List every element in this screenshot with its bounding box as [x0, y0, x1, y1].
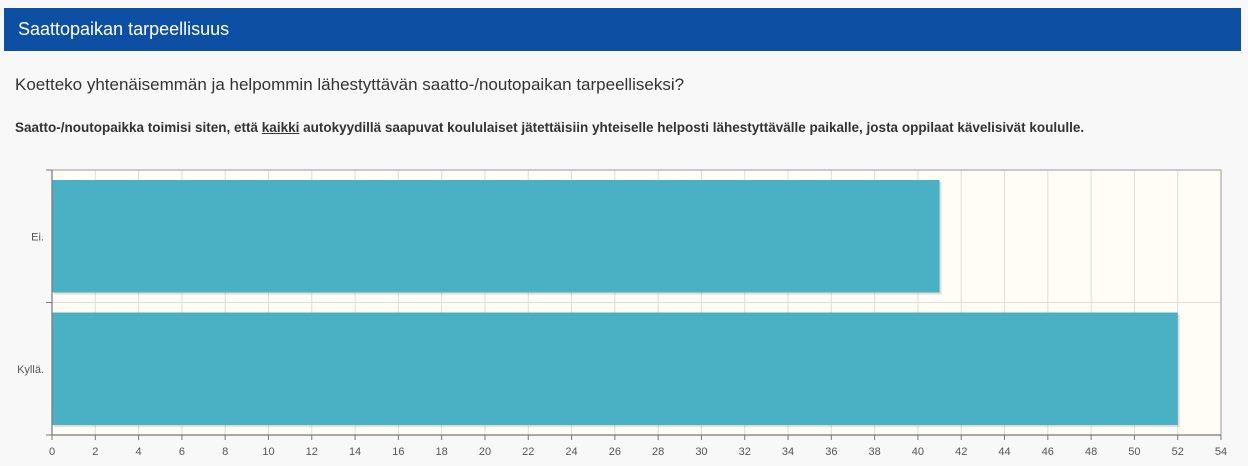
x-tick-label: 36	[825, 446, 837, 458]
x-tick-label: 28	[652, 446, 664, 458]
question-description: Saatto-/noutopaikka toimisi siten, että …	[15, 120, 1084, 135]
x-tick-label: 22	[522, 446, 534, 458]
category-label: Kyllä.	[17, 364, 44, 376]
section-title: Saattopaikan tarpeellisuus	[18, 19, 230, 39]
x-tick-label: 14	[349, 446, 361, 458]
category-label: Ei.	[31, 231, 44, 243]
x-tick-label: 8	[222, 446, 228, 458]
x-tick-label: 54	[1215, 446, 1227, 458]
x-tick-label: 50	[1128, 446, 1140, 458]
x-tick-label: 40	[912, 446, 924, 458]
x-tick-label: 26	[609, 446, 621, 458]
x-tick-label: 34	[782, 446, 794, 458]
x-tick-label: 4	[136, 446, 142, 458]
x-tick-label: 32	[739, 446, 751, 458]
description-before: Saatto-/noutopaikka toimisi siten, että	[15, 120, 262, 135]
x-tick-label: 16	[392, 446, 404, 458]
bar	[52, 312, 1178, 425]
x-tick-label: 48	[1085, 446, 1097, 458]
x-tick-label: 44	[998, 446, 1010, 458]
x-tick-label: 42	[955, 446, 967, 458]
section-header: Saattopaikan tarpeellisuus	[4, 8, 1241, 51]
description-after: autokyydillä saapuvat koululaiset jätett…	[299, 120, 1085, 135]
question-text: Koetteko yhtenäisemmän ja helpommin lähe…	[15, 75, 685, 94]
x-tick-label: 20	[479, 446, 491, 458]
x-tick-label: 38	[869, 446, 881, 458]
x-tick-label: 52	[1172, 446, 1184, 458]
x-tick-label: 0	[49, 446, 55, 458]
x-tick-label: 10	[262, 446, 274, 458]
x-tick-label: 18	[436, 446, 448, 458]
x-tick-label: 30	[695, 446, 707, 458]
x-tick-label: 12	[306, 446, 318, 458]
x-tick-label: 24	[565, 446, 577, 458]
x-tick-label: 46	[1042, 446, 1054, 458]
x-tick-label: 6	[179, 446, 185, 458]
x-tick-label: 2	[92, 446, 98, 458]
bar	[52, 180, 940, 293]
description-emphasis: kaikki	[261, 120, 300, 135]
